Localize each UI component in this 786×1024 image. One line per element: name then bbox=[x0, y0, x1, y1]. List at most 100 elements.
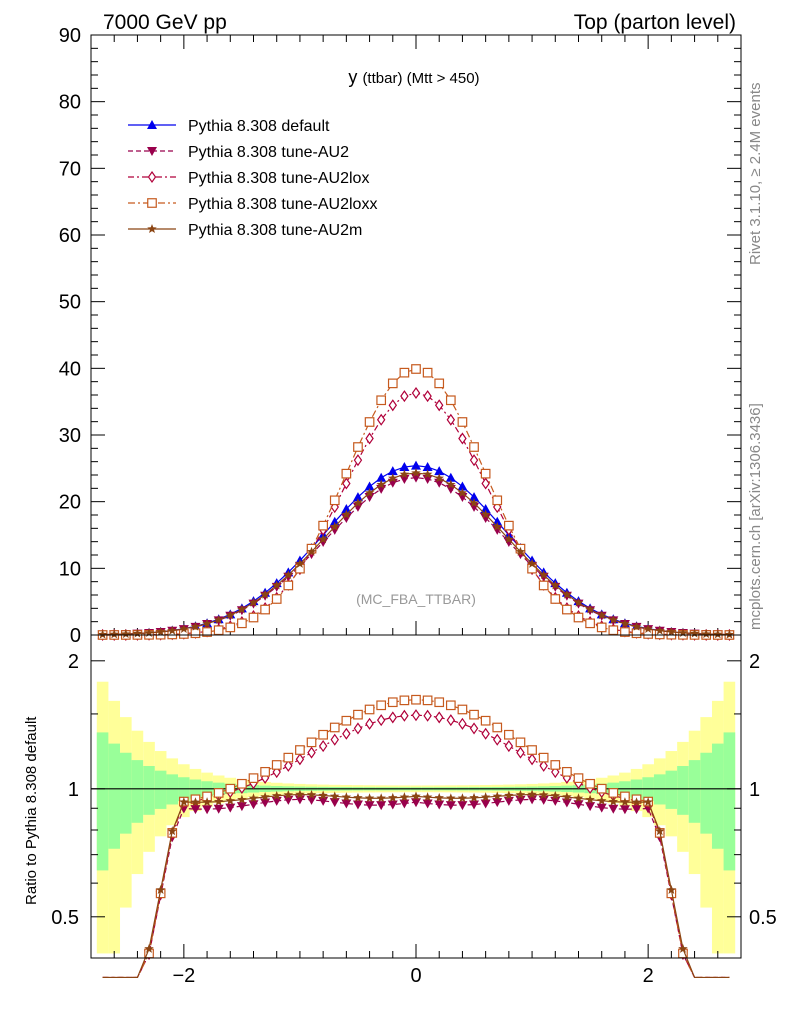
uncertainty-band-inner bbox=[677, 765, 689, 815]
data-point bbox=[248, 793, 259, 803]
data-point bbox=[283, 580, 294, 591]
data-point bbox=[411, 468, 421, 478]
data-point bbox=[167, 826, 178, 836]
data-point bbox=[306, 546, 317, 556]
series-line bbox=[102, 472, 730, 636]
data-point bbox=[387, 697, 398, 708]
data-point bbox=[538, 580, 549, 591]
data-point bbox=[573, 773, 584, 783]
data-point bbox=[121, 629, 131, 639]
data-point bbox=[573, 612, 584, 623]
data-point bbox=[147, 198, 157, 208]
data-point bbox=[422, 462, 433, 472]
data-point bbox=[341, 513, 352, 523]
data-point bbox=[306, 795, 317, 805]
data-point bbox=[237, 604, 247, 614]
data-point bbox=[562, 766, 572, 777]
data-point bbox=[434, 399, 444, 412]
data-point bbox=[596, 803, 607, 813]
ratio-series-3 bbox=[102, 789, 730, 979]
header-left: 7000 GeV pp bbox=[103, 11, 227, 34]
data-point bbox=[399, 469, 410, 479]
header-right: Top (parton level) bbox=[574, 11, 736, 34]
legend-label: Pythia 8.308 tune-AU2lox bbox=[188, 170, 369, 187]
data-point bbox=[213, 788, 224, 798]
data-point bbox=[318, 520, 328, 531]
data-point bbox=[271, 594, 282, 604]
data-point bbox=[388, 399, 398, 412]
data-point bbox=[620, 797, 630, 807]
data-point bbox=[445, 700, 456, 711]
data-point bbox=[342, 477, 351, 490]
uncertainty-band-inner bbox=[166, 774, 179, 805]
data-point bbox=[561, 798, 572, 808]
data-point bbox=[527, 753, 537, 766]
plot-title-sub: (ttbar) (Mtt > 450) bbox=[362, 70, 479, 87]
data-point bbox=[573, 793, 584, 803]
main-ytick-label: 50 bbox=[59, 292, 81, 314]
data-point bbox=[423, 390, 432, 403]
data-point bbox=[353, 454, 363, 467]
data-point bbox=[329, 791, 340, 801]
data-point bbox=[295, 753, 305, 766]
data-point bbox=[202, 797, 212, 807]
data-point bbox=[213, 614, 224, 624]
data-point bbox=[411, 386, 421, 400]
main-ytick-label: 80 bbox=[59, 92, 81, 114]
data-point bbox=[97, 629, 108, 639]
data-point bbox=[562, 604, 572, 615]
data-point bbox=[411, 798, 421, 808]
data-point bbox=[445, 801, 456, 811]
data-point bbox=[376, 472, 387, 482]
data-point bbox=[469, 442, 479, 452]
data-point bbox=[271, 790, 282, 800]
data-point bbox=[527, 558, 537, 568]
data-point bbox=[423, 709, 432, 722]
data-point bbox=[457, 417, 468, 427]
data-point bbox=[271, 580, 282, 590]
data-point bbox=[504, 790, 514, 800]
data-point bbox=[480, 792, 491, 802]
data-point bbox=[202, 805, 213, 815]
uncertainty-band-inner bbox=[131, 760, 144, 823]
uncertainty-band-inner bbox=[653, 774, 666, 805]
data-point bbox=[538, 570, 549, 580]
data-point bbox=[376, 395, 387, 406]
legend-label: Pythia 8.308 tune-AU2loxx bbox=[188, 196, 377, 213]
data-point bbox=[446, 714, 456, 727]
uncertainty-band-inner bbox=[120, 752, 132, 834]
data-point bbox=[469, 800, 480, 810]
data-point bbox=[225, 795, 236, 805]
data-point bbox=[445, 472, 456, 482]
data-point bbox=[678, 943, 688, 953]
data-point bbox=[237, 794, 247, 804]
ratio-xtick-label: 0 bbox=[410, 965, 421, 987]
data-point bbox=[248, 612, 259, 623]
ratio-ytick-label-right: 0.5 bbox=[749, 907, 777, 929]
data-point bbox=[608, 614, 619, 624]
plot-title: y (ttbar) (Mtt > 450) bbox=[348, 67, 479, 87]
data-point bbox=[573, 800, 584, 810]
data-point bbox=[318, 790, 328, 800]
data-point bbox=[329, 525, 340, 535]
data-point bbox=[689, 628, 700, 638]
legend-label: Pythia 8.308 tune-AU2m bbox=[188, 222, 362, 239]
data-point bbox=[469, 722, 479, 735]
data-point bbox=[388, 792, 398, 802]
data-point bbox=[469, 709, 479, 720]
ratio-line bbox=[102, 714, 730, 979]
data-point bbox=[237, 778, 247, 789]
ratio-line bbox=[102, 699, 730, 979]
data-point bbox=[469, 498, 479, 508]
data-point bbox=[353, 792, 363, 802]
data-point bbox=[352, 800, 363, 810]
data-point bbox=[283, 570, 294, 580]
data-point bbox=[643, 623, 653, 633]
main-ytick-label: 90 bbox=[59, 25, 81, 47]
data-point bbox=[446, 793, 456, 803]
data-point bbox=[550, 790, 561, 800]
data-point bbox=[260, 589, 270, 599]
data-point bbox=[713, 629, 723, 639]
data-point bbox=[155, 626, 166, 637]
